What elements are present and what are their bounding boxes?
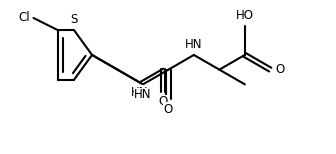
Text: HN: HN	[185, 38, 203, 51]
Text: O: O	[164, 103, 173, 116]
Text: HN: HN	[134, 88, 152, 101]
Text: S: S	[71, 13, 78, 26]
Text: O: O	[159, 95, 168, 108]
Text: HO: HO	[236, 9, 254, 22]
Text: O: O	[275, 63, 285, 76]
Text: Cl: Cl	[18, 12, 30, 24]
Text: HN: HN	[131, 86, 148, 99]
